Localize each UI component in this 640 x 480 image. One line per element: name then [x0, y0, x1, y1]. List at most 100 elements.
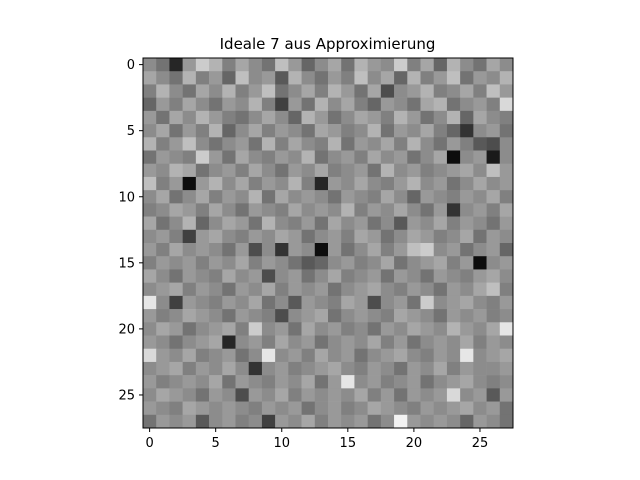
heatmap-cell	[367, 190, 382, 204]
heatmap-cell	[314, 216, 329, 231]
heatmap-cell	[275, 375, 289, 389]
heatmap-cell	[394, 137, 408, 151]
heatmap-cell	[209, 97, 223, 112]
heatmap-cell	[486, 295, 501, 310]
heatmap-cell	[235, 401, 250, 416]
heatmap-cell	[460, 97, 474, 112]
heatmap-cell	[156, 71, 170, 85]
heatmap-cell	[301, 256, 316, 270]
heatmap-cell	[261, 229, 276, 244]
heatmap-cell	[209, 137, 223, 151]
heatmap-cell	[288, 163, 302, 178]
heatmap-cell	[301, 110, 316, 125]
heatmap-cell	[394, 388, 408, 402]
heatmap-cell	[314, 97, 329, 112]
heatmap-cell	[433, 269, 448, 283]
heatmap-cell	[235, 295, 250, 310]
heatmap-cell	[341, 361, 355, 376]
heatmap-cell	[420, 322, 435, 336]
heatmap-cell	[182, 361, 197, 376]
heatmap-cell	[473, 84, 487, 98]
heatmap-cell	[328, 190, 342, 204]
heatmap-cell	[209, 203, 223, 217]
heatmap-cell	[248, 150, 263, 165]
heatmap-cell	[275, 71, 289, 85]
heatmap-cell	[394, 58, 408, 72]
heatmap-cell	[248, 256, 263, 270]
heatmap-cell	[354, 229, 368, 244]
heatmap-cell	[328, 295, 342, 310]
heatmap-cell	[394, 256, 408, 270]
heatmap-cell	[288, 309, 302, 323]
heatmap-cell	[195, 97, 210, 112]
heatmap-cell	[314, 401, 329, 416]
heatmap-cell	[156, 282, 170, 297]
heatmap-cell	[248, 361, 263, 376]
heatmap-cell	[460, 335, 474, 350]
heatmap-cell	[143, 335, 157, 350]
heatmap-cell	[143, 163, 157, 178]
heatmap-cell	[420, 110, 435, 125]
heatmap-cell	[288, 110, 302, 125]
heatmap-cell	[209, 190, 223, 204]
heatmap-cell	[209, 348, 223, 363]
heatmap-cell	[341, 322, 355, 336]
heatmap-cell	[499, 361, 514, 376]
heatmap-cell	[328, 388, 342, 402]
heatmap-cell	[222, 309, 236, 323]
heatmap-cell	[182, 203, 197, 217]
heatmap-cell	[473, 58, 487, 72]
heatmap-cell	[182, 137, 197, 151]
heatmap-cell	[143, 348, 157, 363]
heatmap-cell	[222, 388, 236, 402]
heatmap-cell	[394, 110, 408, 125]
heatmap-cell	[433, 322, 448, 336]
heatmap-cell	[222, 137, 236, 151]
heatmap-cell	[182, 190, 197, 204]
heatmap-cell	[222, 295, 236, 310]
heatmap-cell	[288, 84, 302, 98]
heatmap-cell	[288, 97, 302, 112]
heatmap-cell	[380, 295, 395, 310]
heatmap-cell	[367, 401, 382, 416]
heatmap-cell	[328, 269, 342, 283]
heatmap-cell	[420, 375, 435, 389]
heatmap-cell	[460, 110, 474, 125]
heatmap-cell	[301, 243, 316, 257]
heatmap-cell	[420, 348, 435, 363]
heatmap-cell	[407, 361, 421, 376]
heatmap-cell	[288, 256, 302, 270]
heatmap-cell	[261, 335, 276, 350]
heatmap-cell	[248, 243, 263, 257]
heatmap-cell	[235, 269, 250, 283]
heatmap-cell	[446, 309, 461, 323]
heatmap-cell	[195, 309, 210, 323]
heatmap-cell	[446, 375, 461, 389]
y-tick-label: 5	[127, 124, 135, 139]
heatmap-cell	[354, 282, 368, 297]
heatmap-cell	[460, 375, 474, 389]
heatmap-cell	[248, 401, 263, 416]
heatmap-cell	[420, 150, 435, 165]
heatmap-cell	[301, 124, 316, 138]
heatmap-cell	[328, 150, 342, 165]
heatmap-cell	[407, 375, 421, 389]
heatmap-cell	[261, 176, 276, 191]
heatmap-cell	[143, 243, 157, 257]
heatmap-cell	[288, 124, 302, 138]
heatmap-cell	[235, 256, 250, 270]
heatmap-cell	[314, 256, 329, 270]
heatmap-cell	[235, 282, 250, 297]
heatmap-cell	[275, 401, 289, 416]
heatmap-cell	[380, 58, 395, 72]
heatmap-cell	[143, 150, 157, 165]
heatmap-cell	[314, 335, 329, 350]
heatmap-cell	[156, 163, 170, 178]
heatmap-cell	[314, 190, 329, 204]
heatmap-cell	[433, 150, 448, 165]
x-tick-label: 25	[472, 436, 489, 451]
heatmap-cell	[314, 243, 329, 257]
heatmap-cell	[407, 71, 421, 85]
heatmap-cell	[499, 388, 514, 402]
heatmap-cell	[261, 190, 276, 204]
